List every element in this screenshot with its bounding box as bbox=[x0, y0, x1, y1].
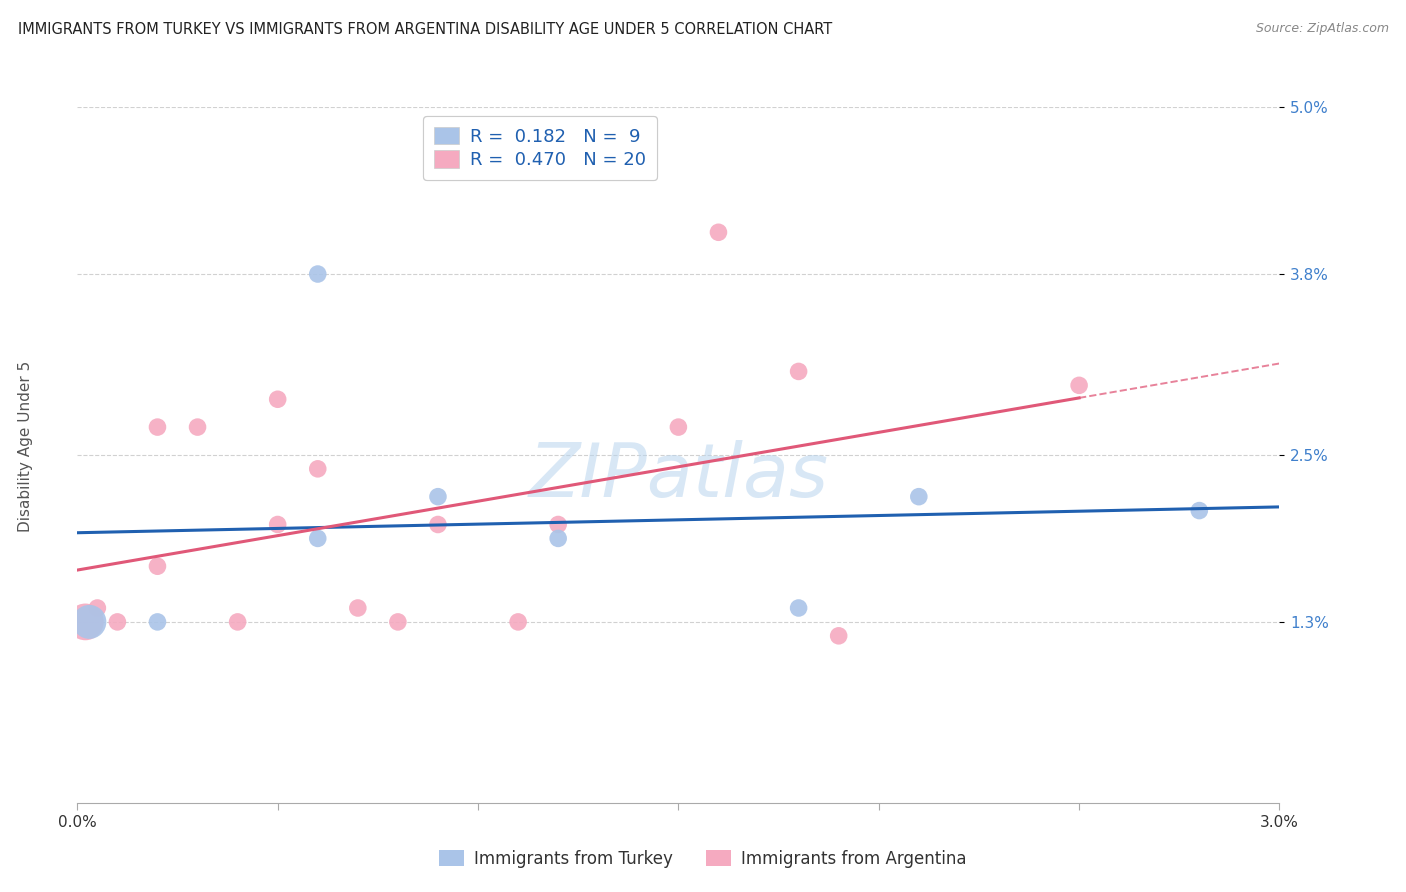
Point bbox=[787, 601, 810, 615]
Point bbox=[508, 615, 530, 629]
Text: ZIPatlas: ZIPatlas bbox=[529, 440, 828, 512]
Point bbox=[547, 532, 569, 546]
Point bbox=[86, 601, 108, 615]
Point bbox=[908, 490, 931, 504]
Point bbox=[307, 462, 329, 476]
Text: Disability Age Under 5: Disability Age Under 5 bbox=[18, 360, 32, 532]
Point bbox=[307, 532, 329, 546]
Point bbox=[547, 517, 569, 532]
Point bbox=[79, 615, 101, 629]
Point bbox=[1188, 503, 1211, 517]
Point bbox=[107, 615, 129, 629]
Point bbox=[347, 601, 370, 615]
Point bbox=[146, 559, 169, 574]
Legend: Immigrants from Turkey, Immigrants from Argentina: Immigrants from Turkey, Immigrants from … bbox=[433, 844, 973, 875]
Point bbox=[707, 225, 730, 239]
Text: IMMIGRANTS FROM TURKEY VS IMMIGRANTS FROM ARGENTINA DISABILITY AGE UNDER 5 CORRE: IMMIGRANTS FROM TURKEY VS IMMIGRANTS FRO… bbox=[18, 22, 832, 37]
Text: Source: ZipAtlas.com: Source: ZipAtlas.com bbox=[1256, 22, 1389, 36]
Point bbox=[1069, 378, 1091, 392]
Point bbox=[267, 517, 290, 532]
Point bbox=[787, 364, 810, 378]
Point bbox=[146, 615, 169, 629]
Point bbox=[226, 615, 249, 629]
Point bbox=[267, 392, 290, 407]
Point bbox=[668, 420, 690, 434]
Point bbox=[146, 420, 169, 434]
Point bbox=[387, 615, 409, 629]
Point bbox=[427, 517, 450, 532]
Point bbox=[307, 267, 329, 281]
Point bbox=[828, 629, 851, 643]
Legend: R =  0.182   N =  9, R =  0.470   N = 20: R = 0.182 N = 9, R = 0.470 N = 20 bbox=[423, 116, 657, 180]
Point bbox=[427, 490, 450, 504]
Point bbox=[75, 615, 97, 629]
Point bbox=[186, 420, 209, 434]
